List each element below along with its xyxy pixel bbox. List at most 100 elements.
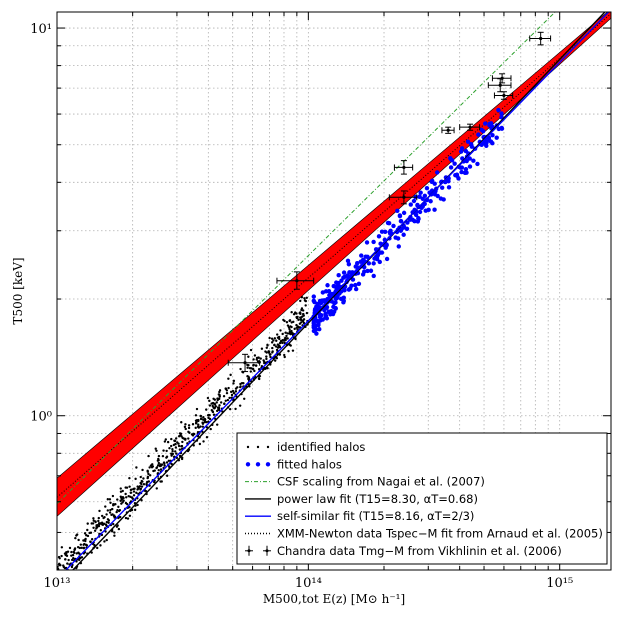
halo-point: [164, 438, 167, 441]
halo-point: [171, 448, 174, 451]
halo-point: [208, 399, 211, 403]
halo-point: [288, 328, 291, 331]
halo-point: [134, 477, 137, 481]
halo-point: [228, 396, 231, 400]
halo-point: [92, 526, 95, 529]
halo-point: [230, 393, 234, 397]
legend-marker: [265, 462, 271, 467]
halo-point: [149, 464, 153, 467]
halo-point: [283, 353, 286, 357]
halo-point: [239, 367, 242, 371]
halo-point: [423, 208, 428, 213]
x-tick-label: 10¹⁵: [546, 576, 573, 591]
halo-point: [494, 135, 499, 140]
halo-point: [162, 449, 165, 452]
legend-box: [236, 432, 608, 565]
halo-point: [73, 548, 76, 551]
halo-point: [120, 502, 123, 505]
halo-point: [70, 565, 74, 569]
halo-point: [128, 514, 132, 517]
halo-point: [386, 221, 392, 226]
halo-point: [371, 273, 376, 279]
chandra-marker: [446, 128, 450, 132]
halo-point: [347, 286, 353, 291]
halo-point: [234, 387, 238, 390]
halo-point: [208, 413, 211, 417]
halo-point: [295, 326, 298, 329]
halo-point: [418, 190, 423, 195]
xmm-band-layer: [57, 12, 611, 517]
halo-point: [353, 286, 359, 292]
halo-point: [467, 164, 473, 169]
halo-point: [184, 438, 187, 441]
halo-point: [350, 277, 356, 282]
halo-point: [88, 531, 91, 535]
halo-point: [122, 499, 125, 502]
halo-point: [154, 447, 157, 450]
halo-point: [304, 304, 307, 307]
halo-point: [83, 532, 87, 535]
halo-point: [303, 297, 306, 300]
halo-point: [283, 341, 286, 345]
halo-point: [67, 558, 70, 562]
halo-point: [303, 299, 307, 302]
halo-point: [420, 196, 425, 201]
halo-point: [73, 551, 76, 555]
halo-point: [281, 332, 284, 336]
halo-point: [438, 196, 444, 201]
halo-point: [180, 444, 184, 448]
csf-line: [57, 12, 556, 505]
legend-item: CSF scaling from Nagai et al. (2007): [245, 475, 485, 489]
halo-point: [124, 492, 127, 496]
halo-point: [271, 346, 274, 350]
chandra-marker: [295, 279, 299, 283]
halo-point: [121, 489, 124, 493]
halo-point: [471, 158, 476, 163]
halo-point: [276, 333, 279, 336]
halo-point: [234, 407, 237, 411]
halo-point: [316, 321, 321, 326]
halo-point: [292, 313, 296, 316]
halo-point: [229, 373, 232, 377]
x-axis-label: M500,tot E(z) [M⊙ h⁻¹]: [263, 592, 405, 606]
halo-point: [305, 311, 309, 315]
halo-point: [97, 519, 100, 523]
halo-point: [238, 404, 242, 407]
halo-point: [432, 207, 437, 212]
halo-point: [105, 513, 108, 516]
halo-point: [295, 315, 298, 319]
halo-point: [197, 423, 200, 426]
halo-point: [218, 390, 221, 394]
halo-point: [371, 261, 376, 266]
halo-point: [60, 554, 63, 558]
halo-point: [446, 179, 451, 184]
halo-point: [448, 165, 454, 170]
halo-point: [197, 419, 200, 423]
halo-point: [142, 477, 145, 480]
halo-point: [355, 261, 360, 266]
halo-point: [268, 336, 271, 340]
halo-point: [68, 546, 72, 550]
chandra-point: [388, 190, 418, 205]
halo-point: [174, 437, 178, 440]
halo-point: [293, 327, 296, 331]
halo-point: [184, 423, 187, 426]
halo-point: [80, 556, 84, 559]
halo-point: [266, 367, 269, 370]
halo-point: [75, 552, 78, 555]
halo-point: [417, 209, 423, 215]
halo-point: [120, 498, 124, 501]
halo-point: [463, 148, 469, 154]
halo-point: [129, 491, 133, 494]
halo-point: [499, 111, 504, 116]
halo-point: [333, 295, 338, 301]
halo-point: [278, 337, 281, 341]
halo-point: [408, 202, 413, 207]
halo-point: [384, 256, 390, 262]
halo-point: [92, 517, 95, 520]
halo-point: [113, 515, 117, 519]
halo-point: [377, 259, 382, 265]
halo-point: [366, 261, 372, 266]
halo-point: [401, 232, 406, 237]
halo-point: [124, 516, 128, 520]
